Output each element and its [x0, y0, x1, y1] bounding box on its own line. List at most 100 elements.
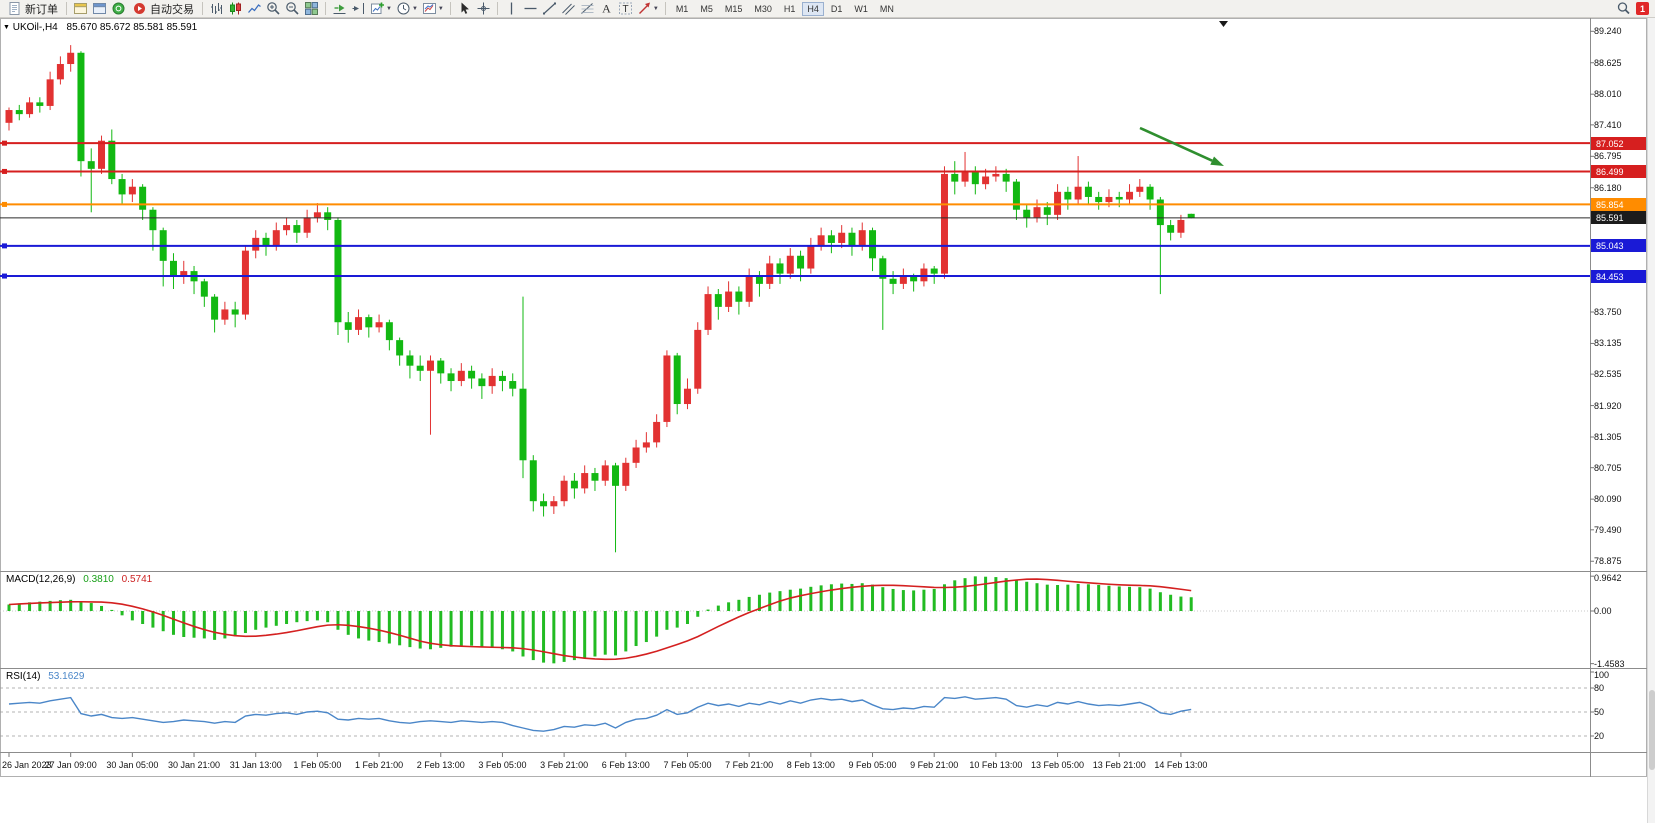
timeframe-button-w1[interactable]: W1 — [854, 3, 868, 14]
candle — [1146, 186, 1154, 200]
one-click-collapse-icon[interactable]: ▼ — [3, 24, 10, 31]
templates-dropdown[interactable]: ▼ — [420, 0, 446, 17]
timeframe-button-mn[interactable]: MN — [879, 3, 894, 14]
new-chart-dropdown[interactable]: ▼ — [368, 0, 394, 17]
linechart-icon — [248, 4, 261, 13]
candle — [313, 212, 321, 218]
level-handle[interactable] — [2, 140, 7, 146]
rsi-tick-label: 80 — [1594, 683, 1605, 693]
candle — [77, 52, 85, 162]
tile-windows-button[interactable] — [302, 0, 321, 17]
level-price-label: 84.453 — [1591, 270, 1646, 283]
candle — [468, 370, 476, 379]
candle — [971, 171, 979, 185]
candle — [46, 79, 54, 106]
level-price-label: 87.052 — [1591, 137, 1646, 150]
level-handle[interactable] — [2, 243, 7, 249]
svg-text:A: A — [602, 2, 611, 16]
timeframe-button-m5[interactable]: M5 — [700, 3, 713, 14]
candle — [355, 317, 363, 330]
rsi-panel[interactable] — [0, 669, 1590, 752]
timeframe-button-m15[interactable]: M15 — [724, 3, 743, 14]
zoom-out-button[interactable] — [283, 0, 302, 17]
macd-panel[interactable] — [0, 572, 1590, 668]
channel-button[interactable] — [559, 0, 578, 17]
macd-name: MACD(12,26,9) — [6, 574, 76, 585]
price-chart-panel[interactable] — [0, 18, 1590, 571]
time-tick-label: 13 Feb 05:00 — [1031, 760, 1085, 770]
new-order-button[interactable]: 新订单 — [3, 0, 62, 17]
line-chart-button[interactable] — [245, 0, 264, 17]
candle — [519, 388, 527, 461]
new-chart-icon — [371, 2, 384, 14]
candle — [15, 110, 23, 115]
candle — [1167, 225, 1175, 233]
rsi-label: RSI(14) 53.1629 — [6, 671, 84, 682]
timeframe-button-m30[interactable]: M30 — [754, 3, 772, 14]
price-tick-label: 82.535 — [1594, 369, 1622, 380]
arrows-dropdown[interactable]: ▼ — [635, 0, 661, 17]
scrollbar-thumb[interactable] — [1649, 690, 1655, 770]
vertical-scrollbar[interactable] — [1647, 18, 1655, 823]
timeframe-button-h1[interactable]: H1 — [783, 3, 796, 14]
data-window-button[interactable] — [90, 0, 109, 17]
zoom-in-button[interactable] — [264, 0, 283, 17]
macd-tick-label: 0.00 — [1594, 606, 1612, 616]
bar-chart-button[interactable] — [207, 0, 226, 17]
panel-splitter-timeaxis[interactable] — [0, 750, 1647, 755]
panel-splitter-rsi[interactable] — [0, 666, 1647, 671]
candle — [930, 268, 938, 274]
macd-tick-label: 0.9642 — [1594, 573, 1622, 583]
candle — [498, 375, 506, 382]
candle — [56, 64, 64, 80]
toolbar-separator — [202, 2, 203, 15]
annotation-arrow-shaft[interactable] — [1139, 126, 1213, 162]
label-button[interactable]: T — [616, 0, 635, 17]
rsi-tick-label: 20 — [1594, 731, 1605, 741]
timeframe-button-d1[interactable]: D1 — [830, 3, 843, 14]
chart-shift-button[interactable] — [349, 0, 368, 17]
search-button[interactable] — [1614, 0, 1633, 17]
candle — [478, 378, 486, 387]
doc-icon — [9, 2, 20, 15]
auto-scroll-button[interactable] — [330, 0, 349, 17]
arrowtool-icon — [638, 2, 650, 14]
text-button[interactable]: A — [597, 0, 616, 17]
periods-dropdown[interactable]: ▼ — [394, 0, 420, 17]
market-watch-button[interactable] — [71, 0, 90, 17]
candle — [1156, 199, 1164, 226]
autotrading-button[interactable]: 自动交易 — [128, 0, 198, 17]
current-price-label: 85.591 — [1591, 211, 1646, 224]
crosshair-icon — [477, 2, 490, 15]
level-handle[interactable] — [2, 168, 7, 174]
cursor-button[interactable] — [455, 0, 474, 17]
candle — [67, 52, 75, 65]
panel-splitter-macd[interactable] — [0, 569, 1647, 574]
horizontal-line-button[interactable] — [521, 0, 540, 17]
candle — [1064, 191, 1072, 200]
candle — [714, 294, 722, 307]
candlestick-chart-button[interactable] — [226, 0, 245, 17]
navigator-button[interactable] — [109, 0, 128, 17]
timeframe-button-h4[interactable]: H4 — [802, 1, 824, 16]
timeframe-button-m1[interactable]: M1 — [675, 3, 689, 14]
play-red-icon — [134, 3, 145, 14]
candle — [26, 102, 34, 115]
fibonacci-button[interactable] — [578, 0, 597, 17]
time-axis[interactable] — [0, 753, 1647, 777]
level-handle[interactable] — [2, 201, 7, 207]
candle — [817, 235, 825, 246]
notification-badge[interactable]: 1 — [1636, 2, 1649, 15]
level-handle[interactable] — [2, 273, 7, 279]
shift-icon — [352, 3, 364, 14]
candle — [673, 355, 681, 405]
candle — [231, 309, 239, 315]
time-tick-label: 3 Feb 05:00 — [478, 760, 527, 770]
vertical-line-button[interactable] — [502, 0, 521, 17]
candle — [735, 291, 743, 302]
annotation-arrow-head[interactable] — [1210, 156, 1224, 166]
crosshair-button[interactable] — [474, 0, 493, 17]
chart-shift-end-marker[interactable] — [1219, 21, 1228, 27]
trendline-button[interactable] — [540, 0, 559, 17]
